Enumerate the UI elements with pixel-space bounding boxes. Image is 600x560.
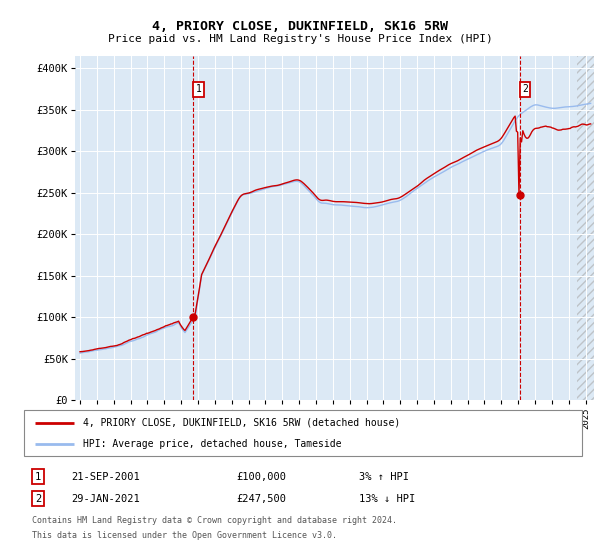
Text: 3% ↑ HPI: 3% ↑ HPI [359,472,409,482]
Text: This data is licensed under the Open Government Licence v3.0.: This data is licensed under the Open Gov… [32,530,337,540]
Bar [577,56,600,400]
Text: 21-SEP-2001: 21-SEP-2001 [71,472,140,482]
Text: Contains HM Land Registry data © Crown copyright and database right 2024.: Contains HM Land Registry data © Crown c… [32,516,397,525]
Text: £247,500: £247,500 [236,493,286,503]
Text: 1: 1 [35,472,41,482]
Text: 1: 1 [196,84,202,94]
Text: 4, PRIORY CLOSE, DUKINFIELD, SK16 5RW (detached house): 4, PRIORY CLOSE, DUKINFIELD, SK16 5RW (d… [83,418,400,428]
Text: 13% ↓ HPI: 13% ↓ HPI [359,493,415,503]
Text: £100,000: £100,000 [236,472,286,482]
Text: 2: 2 [35,493,41,503]
Text: 29-JAN-2021: 29-JAN-2021 [71,493,140,503]
Text: HPI: Average price, detached house, Tameside: HPI: Average price, detached house, Tame… [83,439,341,449]
Text: 4, PRIORY CLOSE, DUKINFIELD, SK16 5RW: 4, PRIORY CLOSE, DUKINFIELD, SK16 5RW [152,20,448,32]
FancyBboxPatch shape [24,410,582,456]
Text: 2: 2 [522,84,528,94]
Text: Price paid vs. HM Land Registry's House Price Index (HPI): Price paid vs. HM Land Registry's House … [107,34,493,44]
